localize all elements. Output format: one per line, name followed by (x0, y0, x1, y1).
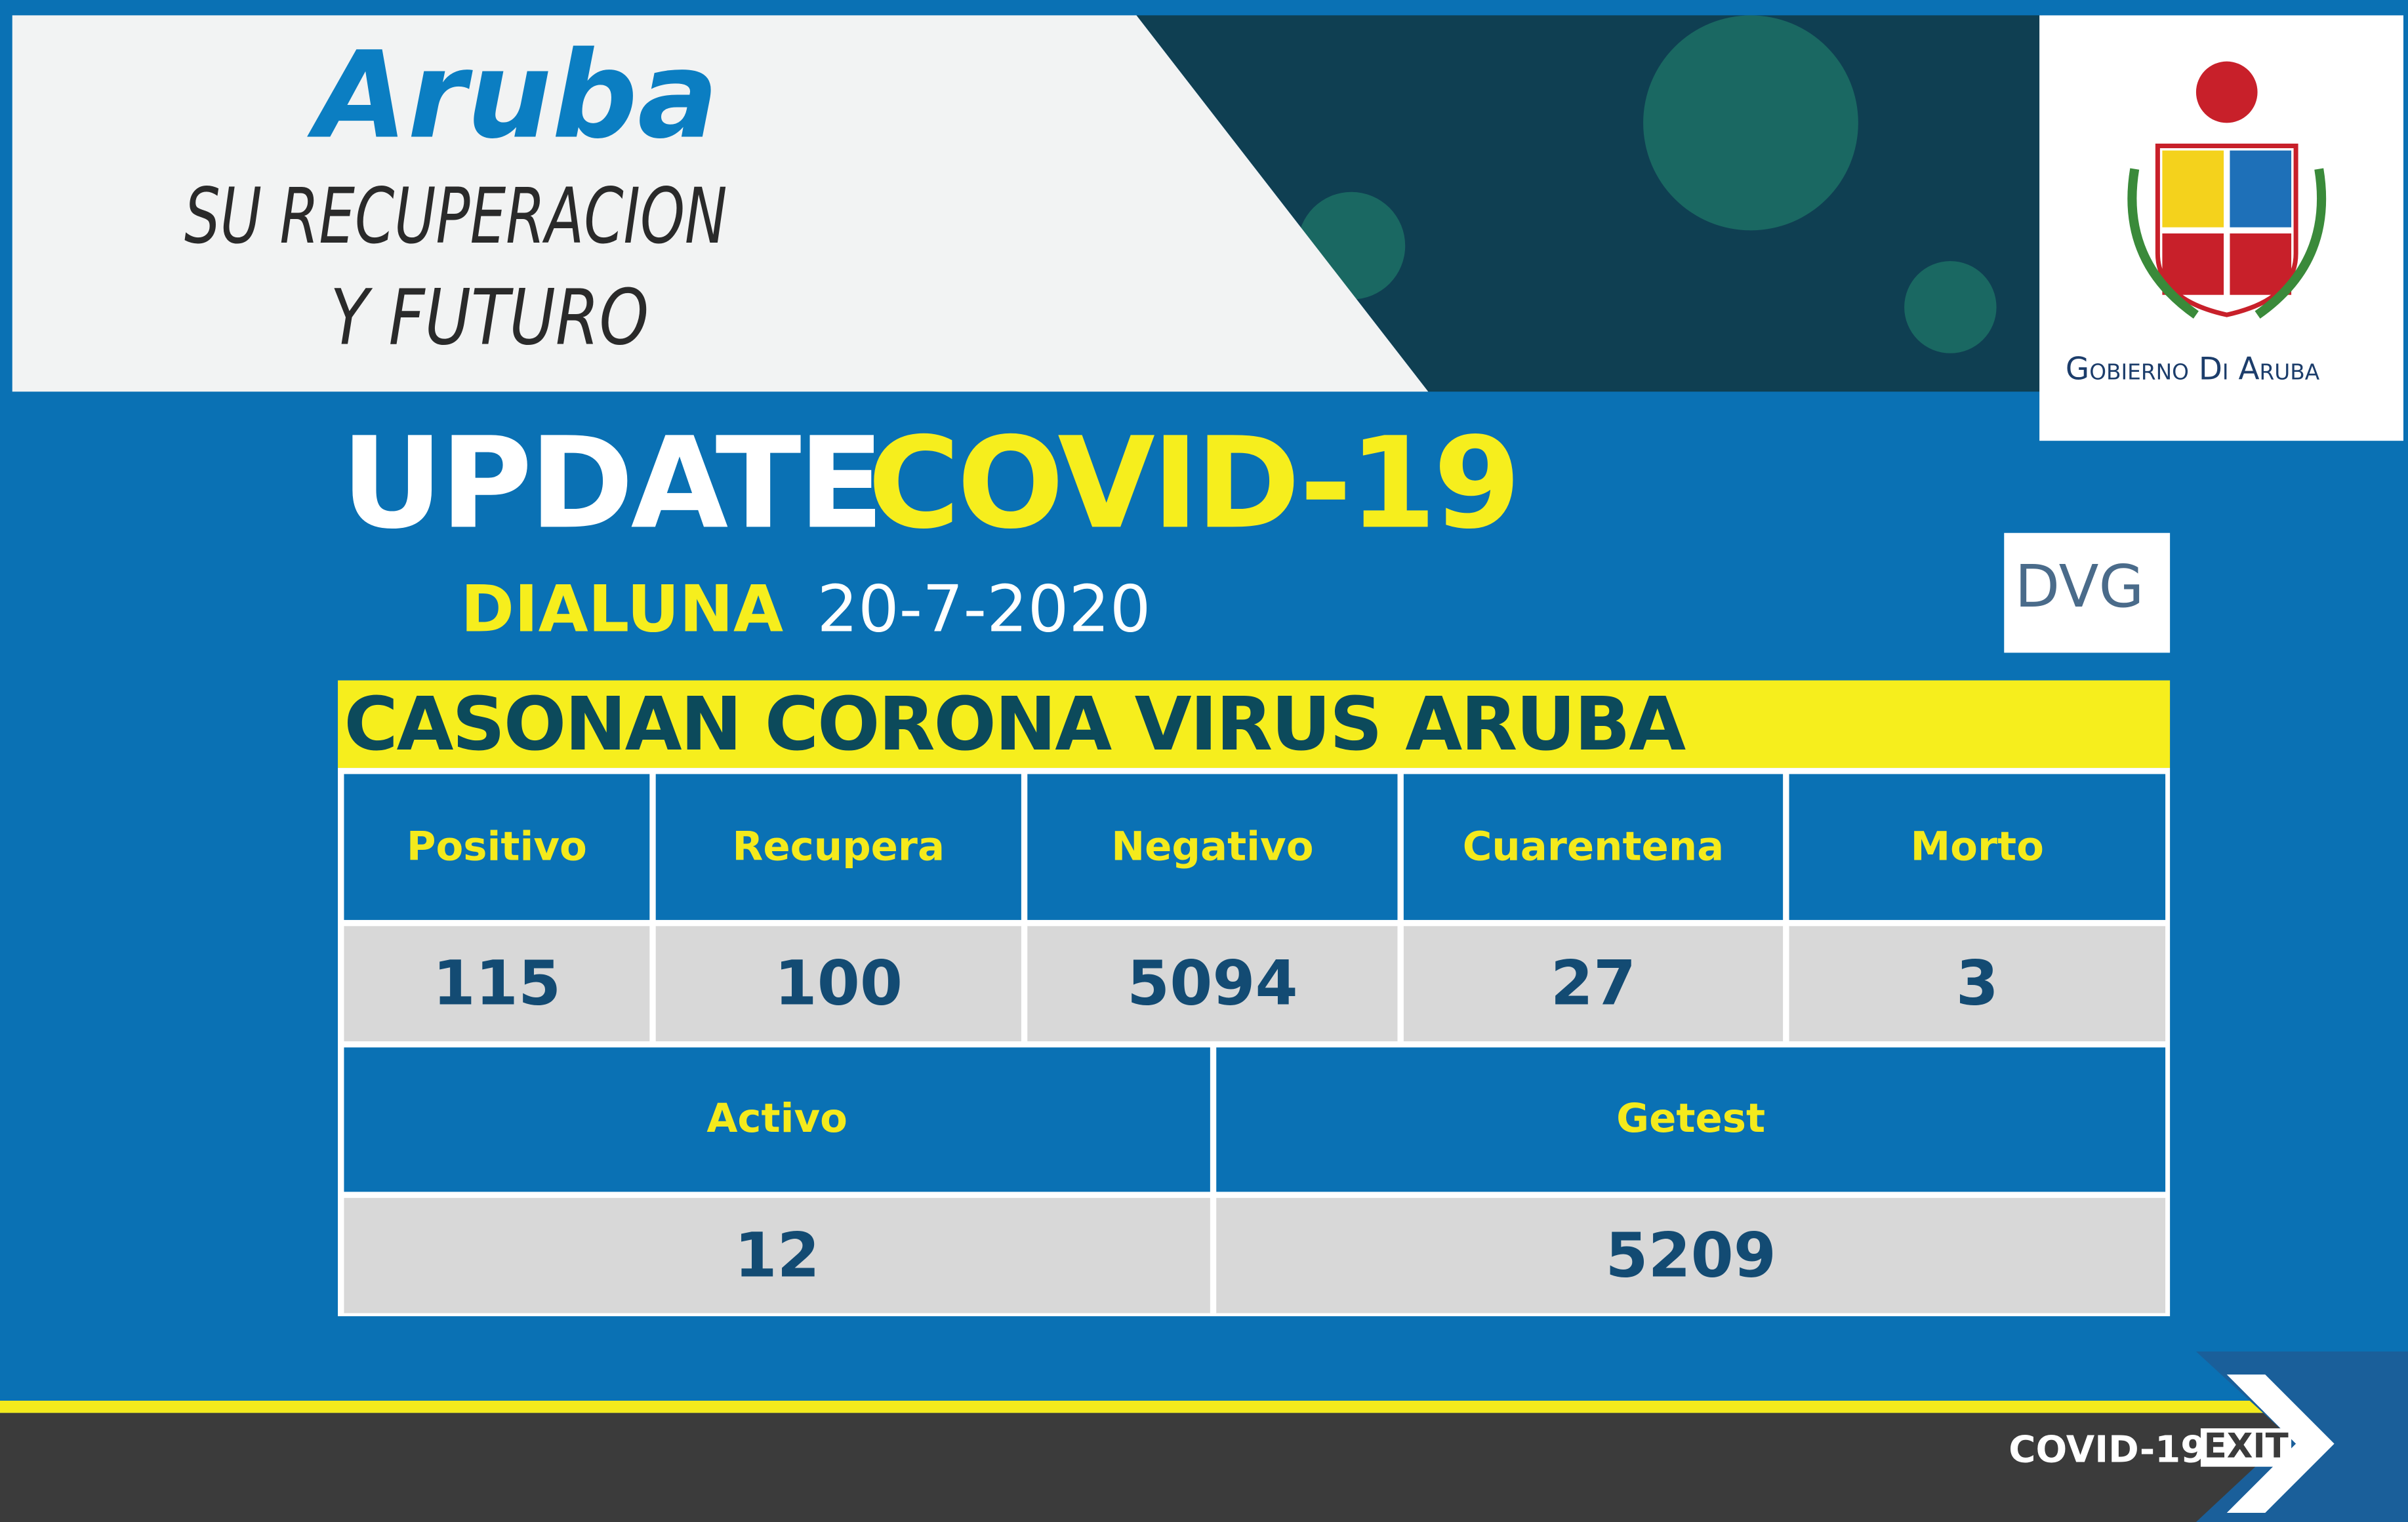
header-subtitle: SU RECUPERACION (184, 172, 727, 261)
header-cell: Activo (344, 1047, 1210, 1192)
header-cell: Negativo (1027, 774, 1397, 919)
update-title: UPDATE (341, 412, 882, 557)
value-cell: 3 (1789, 926, 2165, 1041)
header-cell: Morto (1789, 774, 2165, 919)
footer-exit: EXIT (2201, 1428, 2292, 1467)
value-cell: 115 (344, 926, 649, 1041)
update-date: 20-7-2020 (817, 571, 1151, 647)
value-cell: 100 (656, 926, 1021, 1041)
value-cell: 5209 (1216, 1198, 2165, 1313)
update-day: DIALUNA (460, 571, 783, 647)
value-cell: 12 (344, 1198, 1210, 1313)
footer-line (0, 1401, 2408, 1413)
page: Aruba SU RECUPERACION Y FUTURO Gobierno … (0, 0, 2408, 1522)
header-cell: Cuarentena (1404, 774, 1783, 919)
value-cell: 27 (1404, 926, 1783, 1041)
header-subtitle: Y FUTURO (330, 273, 649, 363)
header-cell: Positivo (344, 774, 649, 919)
header-title: Aruba (315, 28, 718, 166)
value-cell: 5094 (1027, 926, 1397, 1041)
badge-text: DVG (2015, 553, 2144, 620)
slide: Aruba SU RECUPERACION Y FUTURO Gobierno … (0, 0, 2408, 1522)
header-cell: Recupera (656, 774, 1021, 919)
header-cell: Getest (1216, 1047, 2165, 1192)
logo-caption: Gobierno Di Aruba (2066, 350, 2319, 387)
table-title: CASONAN CORONA VIRUS ARUBA (344, 682, 1684, 768)
footer-brand: COVID-19 (2009, 1428, 2206, 1472)
update-highlight: COVID-19 (868, 412, 1518, 557)
